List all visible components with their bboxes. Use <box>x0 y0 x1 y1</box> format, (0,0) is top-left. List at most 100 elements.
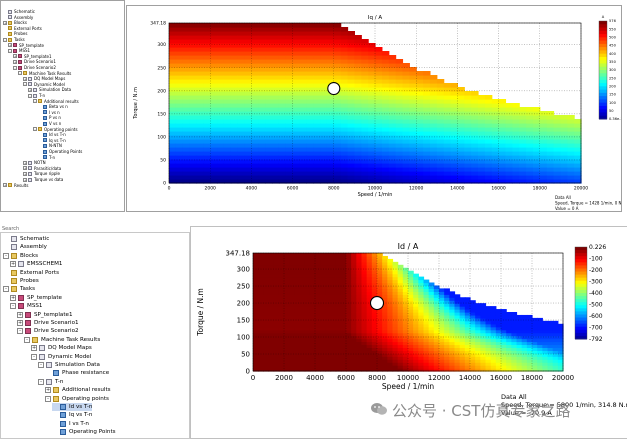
top-tree-item[interactable]: Assembly <box>3 15 33 20</box>
top-tree-item[interactable]: Id vs T-n <box>38 132 66 137</box>
top-tree-item[interactable]: + Parasitic/data <box>23 166 61 171</box>
bot-heatmap-cell <box>495 353 502 357</box>
bottom-tree-item[interactable]: + DQ Model Maps <box>31 344 92 352</box>
collapse-toggle-icon[interactable]: - <box>13 65 17 70</box>
top-tree-item[interactable]: External Ports <box>3 26 42 31</box>
collapse-toggle-icon[interactable]: - <box>33 99 37 104</box>
top-tree-item[interactable]: + NOTN <box>23 160 46 165</box>
top-tree-item[interactable]: T-n <box>38 155 55 160</box>
bot-heatmap-cell <box>299 285 306 289</box>
collapse-toggle-icon[interactable]: - <box>28 93 32 98</box>
expand-toggle-icon[interactable]: + <box>3 183 7 188</box>
collapse-toggle-icon[interactable]: - <box>8 48 12 53</box>
expand-toggle-icon[interactable]: + <box>10 294 16 301</box>
collapse-toggle-icon[interactable]: - <box>3 252 9 259</box>
top-tree-item[interactable]: + Torque vs data <box>23 177 63 182</box>
top-tree-item[interactable]: + Simulation Data <box>28 87 71 92</box>
top-tree-item[interactable]: Probes <box>3 31 27 36</box>
expand-toggle-icon[interactable]: + <box>3 20 7 25</box>
bottom-id-heatmap-chart[interactable]: Id / A0 2000 4000 6000 8000 10000 12000 14000 16… <box>191 227 627 438</box>
bot-heatmap-cell <box>253 282 259 287</box>
top-tree-item[interactable]: V vs n <box>38 121 61 126</box>
top-tree-item[interactable]: - Dynamic Model <box>23 82 65 87</box>
bottom-tree-item[interactable]: Id vs T-n <box>52 403 93 411</box>
bottom-tree-item[interactable]: Schematic <box>3 235 49 243</box>
collapse-toggle-icon[interactable]: - <box>38 378 44 385</box>
collapse-toggle-icon[interactable]: - <box>38 362 44 368</box>
bottom-tree-item[interactable]: I vs T-n <box>52 420 89 428</box>
expand-toggle-icon[interactable]: + <box>23 171 27 176</box>
bottom-tree-item[interactable]: Iq vs T-n <box>52 411 92 419</box>
top-tree-item[interactable]: - Drive Scenario2 <box>13 65 56 70</box>
bot-heatmap-cell <box>320 326 326 331</box>
expand-toggle-icon[interactable]: + <box>23 76 27 81</box>
collapse-toggle-icon[interactable]: - <box>18 71 22 76</box>
expand-toggle-icon[interactable]: + <box>13 54 17 59</box>
top-tree-item[interactable]: + SP_template <box>8 43 44 48</box>
bottom-tree-item[interactable]: - Simulation Data <box>38 361 100 369</box>
top-tree-item[interactable]: - Machine Task Results <box>18 71 71 76</box>
top-tree-item[interactable]: I vs n <box>38 110 60 115</box>
top-tree-item[interactable]: - T-n <box>28 93 45 98</box>
top-iq-heatmap-chart[interactable]: Iq / A0 2000 4000 6000 8000 10000 12000 14000 16… <box>127 6 621 211</box>
top-heatmap-cell <box>251 63 259 68</box>
top-tree-item[interactable]: + DQ Model Maps <box>23 76 65 81</box>
top-tree-item[interactable]: + SP_template1 <box>13 54 52 59</box>
collapse-toggle-icon[interactable]: - <box>31 353 37 360</box>
top-tree-item[interactable]: Iq vs T-n <box>38 138 66 143</box>
expand-toggle-icon[interactable]: + <box>31 345 37 352</box>
collapse-toggle-icon[interactable]: - <box>17 328 23 335</box>
bottom-tree-item[interactable]: + SP_template <box>10 294 62 302</box>
collapse-toggle-icon[interactable]: - <box>45 395 51 402</box>
top-tree-item[interactable]: - Additional results <box>33 99 79 104</box>
expand-toggle-icon[interactable]: + <box>45 387 51 394</box>
top-tree-item[interactable]: Beta vs n <box>38 104 68 109</box>
collapse-toggle-icon[interactable]: - <box>3 37 7 42</box>
bottom-tree-item[interactable]: + SP_template1 <box>17 311 73 319</box>
bottom-tree-item[interactable]: Phase resistance <box>45 369 109 377</box>
bottom-tree-item[interactable]: Operating Points <box>52 428 116 436</box>
collapse-toggle-icon[interactable]: - <box>23 82 27 87</box>
expand-toggle-icon[interactable]: + <box>13 59 17 64</box>
top-tree-item[interactable]: - Tasks <box>3 37 25 42</box>
top-heatmap-cell <box>299 95 307 100</box>
bottom-tree-item[interactable]: - T-n <box>38 378 63 386</box>
top-tree-item[interactable]: + Torque ripple <box>23 171 60 176</box>
collapse-toggle-icon[interactable]: - <box>10 303 16 310</box>
top-tree-item[interactable]: - MSS1 <box>8 48 30 53</box>
expand-toggle-icon[interactable]: + <box>17 320 23 326</box>
bottom-tree-item[interactable]: - Drive Scenario2 <box>17 327 79 335</box>
bottom-tree-item[interactable]: - Dynamic Model <box>31 353 91 361</box>
bottom-tree-item[interactable]: - Machine Task Results <box>24 336 100 344</box>
top-tree-item[interactable]: P vs n <box>38 115 61 120</box>
bottom-tree-item[interactable]: - Tasks <box>3 285 35 293</box>
expand-toggle-icon[interactable]: + <box>28 87 32 92</box>
bottom-tree-item[interactable]: + Drive Scenario1 <box>17 319 79 327</box>
expand-toggle-icon[interactable]: + <box>17 311 23 318</box>
expand-toggle-icon[interactable]: + <box>8 43 12 48</box>
expand-toggle-icon[interactable]: + <box>23 166 27 171</box>
bottom-tree-item[interactable]: + EMSSCHEM1 <box>10 260 63 268</box>
bottom-tree-item[interactable]: Probes <box>3 277 39 285</box>
bottom-tree-item[interactable]: Assembly <box>3 243 47 251</box>
bot-heatmap-cell <box>335 291 342 295</box>
expand-toggle-icon[interactable]: + <box>23 160 27 165</box>
top-tree-item[interactable]: Schematic <box>3 9 35 14</box>
bottom-tree-item[interactable]: External Ports <box>3 269 59 277</box>
bot-heatmap-cell <box>444 297 450 301</box>
top-tree-item[interactable]: + Blocks <box>3 20 27 25</box>
top-tree-item[interactable]: N-NTN <box>38 143 62 148</box>
expand-toggle-icon[interactable]: + <box>10 261 16 268</box>
top-tree-item[interactable]: + Drive Scenario1 <box>13 59 56 64</box>
collapse-toggle-icon[interactable]: - <box>24 336 30 343</box>
collapse-toggle-icon[interactable]: - <box>33 127 37 132</box>
top-tree-item[interactable]: + Results <box>3 183 28 188</box>
bottom-tree-item[interactable]: + Additional results <box>45 386 111 394</box>
bottom-tree-item[interactable]: - Blocks <box>3 252 38 260</box>
expand-toggle-icon[interactable]: + <box>23 177 27 182</box>
top-tree-item[interactable]: Operating Points <box>38 149 82 154</box>
bottom-tree-item[interactable]: - MSS1 <box>10 302 43 310</box>
collapse-toggle-icon[interactable]: - <box>3 286 9 293</box>
top-tree-item[interactable]: - Operating points <box>33 127 78 132</box>
bottom-tree-item[interactable]: - Operating points <box>45 395 109 403</box>
